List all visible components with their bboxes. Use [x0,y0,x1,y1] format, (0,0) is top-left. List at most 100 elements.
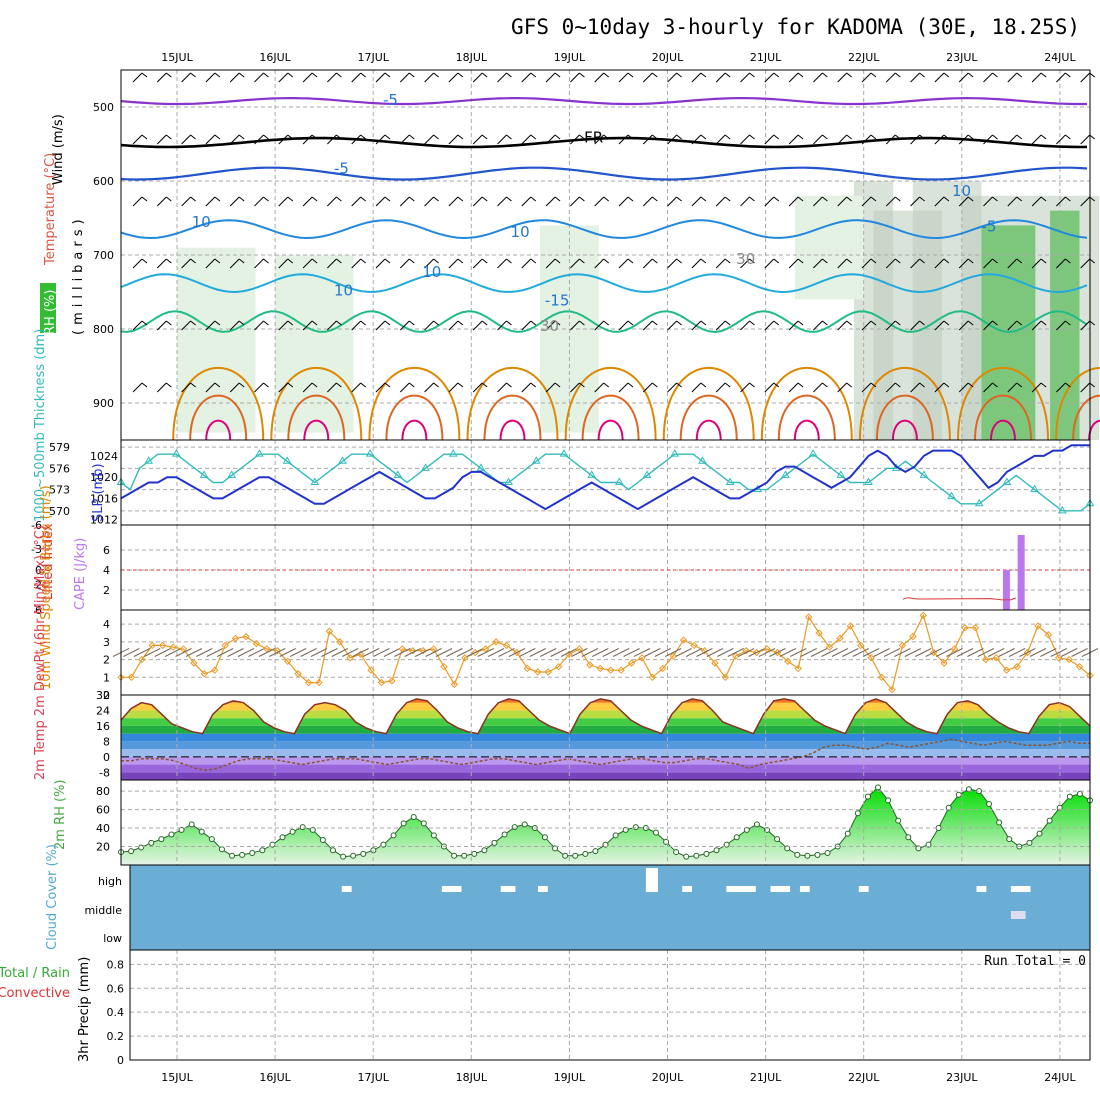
wind-barb [992,320,998,326]
wind-barb [408,72,415,78]
wind-barb [263,382,269,388]
hot-contour [793,419,820,441]
precip-tick-label: 0.4 [107,1006,125,1019]
wind-barb [764,196,775,207]
wind-barb [813,320,823,331]
wind-speed-point [450,680,459,689]
wind-barb [521,320,532,331]
wind-barb [263,196,269,202]
wind-barb [457,196,464,202]
hot-contour [990,419,1016,441]
rh-point [461,852,468,859]
wind-barb [351,134,362,145]
wind-barb [894,196,901,202]
temp-band [121,749,1090,757]
wind-barb [433,196,439,202]
cape-bar [1017,535,1025,610]
thickness-point [670,449,680,457]
wind-barb [788,320,799,331]
wind-barb [545,72,556,83]
wind-barb [983,134,993,145]
wind-barb [618,134,629,145]
wind-barb [399,134,410,145]
wind-barb [238,382,245,388]
wind-barb-10m [633,648,651,657]
wind-speed-point [711,659,719,667]
wind-barb [870,134,877,140]
wind-barb [457,134,464,140]
wind-barb [885,72,896,83]
wind-speed-point [690,641,698,650]
wind-barb [691,72,702,83]
wind-barb [336,134,342,140]
wind-barb-10m [737,648,755,657]
wind-barb [229,134,240,145]
wind-barb [424,196,434,207]
pressure-tick-label: 600 [93,175,114,188]
wind-barb [311,320,318,326]
wind-barb [384,196,391,202]
upper-air-panel: 500 600 700 800 900 -5 FR -5 10 10 10 10 10 -15 30 30 -5 [40,69,1100,441]
wind-barb [700,258,707,264]
precip-units-label: 3hr Precip (mm) [77,957,92,1062]
wind-barb [943,320,950,326]
wind-speed-point [148,641,156,650]
wind-barb [700,196,707,202]
wind-barb [837,382,848,393]
wind-barb [287,382,294,388]
wind-barb [676,258,682,264]
wind-speed-point [158,641,167,650]
wind-barb-10m [831,648,849,657]
wind-barb-10m [706,648,724,657]
wind-barb [481,320,488,326]
wind-barb [336,258,342,264]
rh-point [491,839,498,846]
thickness-axis-label: 1000~500mb Thickness (dm) [33,329,48,522]
wind-barb [885,134,896,145]
wind-barb-10m [852,648,869,657]
wind-speed-point [294,670,302,678]
wind-barb [448,258,459,269]
wind-barb [934,72,945,83]
rh-shade-light [795,195,864,300]
wind-barb-10m [1040,648,1057,657]
wind-barb [327,382,337,393]
isotherm-10b [120,273,1088,294]
cloud-level-label: high [98,875,122,888]
rh-point [915,845,922,852]
rh-point [632,824,639,831]
wind-barb-10m [1050,648,1067,657]
lifted-index-line [902,597,1016,601]
wind-barb [870,196,877,202]
wind-barb-10m [185,648,203,657]
rh-point [703,850,710,857]
wind-speed-point [127,673,136,681]
wind-speed-point [732,652,740,660]
wind-barb-10m [769,648,786,657]
wind-barb [311,134,318,140]
wind-speed-point [1075,662,1084,671]
wind-speed-point [1065,655,1073,664]
wind-barb-10m [1008,648,1026,657]
wind-barb [156,196,167,207]
thickness-point [864,477,873,485]
contour-label: 10 [422,263,441,281]
wind-barb-10m [1071,648,1088,657]
wind-speed-point [1044,631,1053,639]
wind-barb [506,382,512,388]
wind-barb-10m [988,648,1005,657]
rh-2m-panel: 20 40 60 80 [96,779,1093,866]
wind-barb [651,196,658,202]
wind-barb [764,258,775,269]
wind-barb-10m [654,648,672,657]
rh-point [239,851,246,858]
wind-barb [1031,320,1042,331]
thickness-point [947,491,956,500]
wind-speed-point [138,655,146,664]
cape-tick-label: 4 [103,564,110,577]
rh-tick-label: 60 [96,804,110,817]
wind-speed-point [315,678,323,687]
wind-barb [238,258,245,264]
date-labels-bottom: 15JUL 16JUL 17JUL 18JUL 19JUL 20JUL 21JUL 22JUL… [161,1071,1076,1084]
